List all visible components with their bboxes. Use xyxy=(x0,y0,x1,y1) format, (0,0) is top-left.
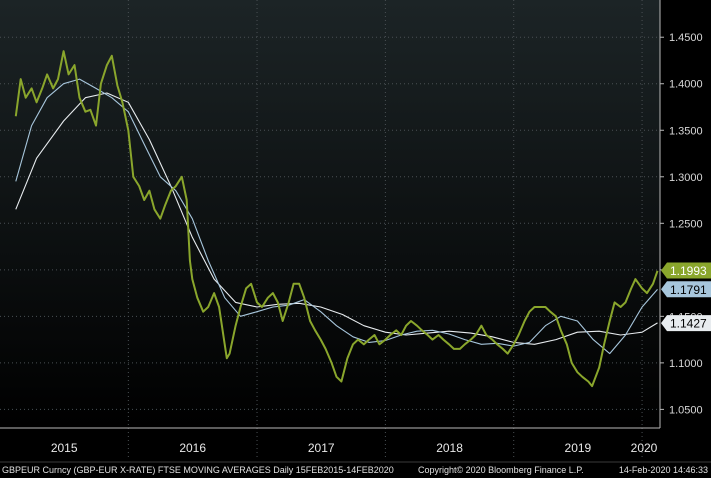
y-tick-label: 1.3500 xyxy=(669,125,703,137)
plot-background xyxy=(0,0,660,428)
footer: GBPEUR Curncy (GBP-EUR X-RATE) FTSE MOVI… xyxy=(2,465,708,475)
series-line-ma-long xyxy=(15,92,658,345)
series-group xyxy=(14,50,659,388)
last-value-tag xyxy=(661,281,711,298)
y-tick-label: 1.4500 xyxy=(669,32,703,44)
footer-description: GBPEUR Curncy (GBP-EUR X-RATE) FTSE MOVI… xyxy=(2,465,394,475)
last-value-tag xyxy=(661,262,711,279)
x-tick-label: 2017 xyxy=(308,441,335,455)
grid xyxy=(0,0,660,458)
x-tick-label: 2019 xyxy=(565,441,592,455)
last-value-label: 1.1993 xyxy=(670,264,707,278)
x-tick-label: 2016 xyxy=(179,441,206,455)
last-value-tags: 1.1993 1.1791 1.1427 xyxy=(661,262,711,332)
last-value-label: 1.1427 xyxy=(670,317,707,331)
last-value-label: 1.1791 xyxy=(670,283,707,297)
y-tick-label: 1.3000 xyxy=(669,172,703,184)
x-tick-label: 2018 xyxy=(436,441,463,455)
y-tick-label: 1.0500 xyxy=(669,404,703,416)
footer-copyright: Copyright© 2020 Bloomberg Finance L.P. xyxy=(418,465,584,475)
x-tick-label: 2015 xyxy=(51,441,78,455)
y-tick-label: 1.4000 xyxy=(669,79,703,91)
series-line-price xyxy=(14,50,659,388)
footer-timestamp: 14-Feb-2020 14:46:33 xyxy=(619,465,708,475)
y-tick-label: 1.1000 xyxy=(669,358,703,370)
last-value-tag xyxy=(661,315,711,332)
x-tick-label: 2020 xyxy=(631,441,658,455)
y-tick-label: 1.2500 xyxy=(669,218,703,230)
